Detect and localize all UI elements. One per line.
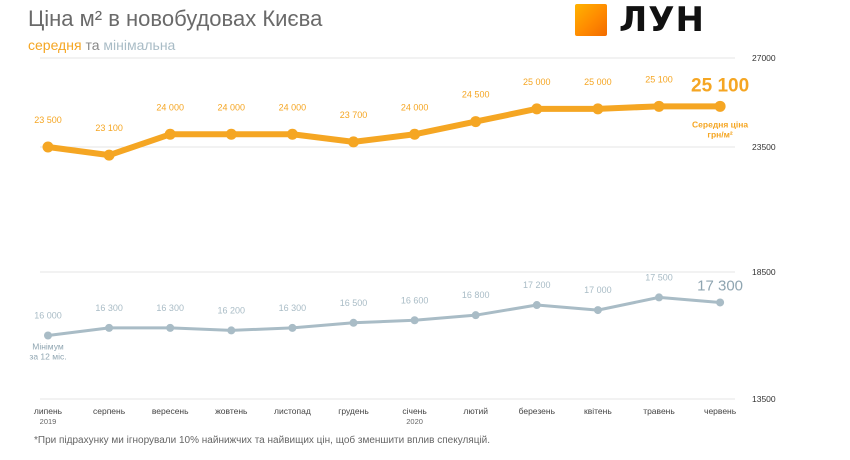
average-data-label: 23 700 [340, 110, 368, 120]
average-data-label: 24 000 [218, 102, 246, 112]
average-series-label: Середня ціна [692, 119, 748, 129]
average-data-label: 23 500 [34, 115, 62, 125]
average-point [531, 103, 543, 115]
x-tick-sublabel: 2019 [40, 417, 57, 426]
subtitle-and: та [85, 37, 100, 53]
minimum-data-label: 17 500 [645, 272, 673, 282]
minimum-data-label: 16 000 [34, 311, 62, 321]
x-tick-label: липень [34, 406, 63, 416]
x-tick-sublabel: 2020 [406, 417, 423, 426]
minimum-series-sublabel: за 12 міс. [29, 352, 66, 362]
average-point [348, 136, 359, 148]
average-point [714, 100, 726, 112]
chart-subtitle: середня та мінімальна [28, 37, 175, 53]
minimum-data-label: 17 000 [584, 285, 612, 295]
x-tick-label: травень [643, 406, 675, 416]
average-data-label: 24 000 [279, 102, 307, 112]
x-tick-label: вересень [152, 406, 189, 416]
x-tick-label: листопад [274, 406, 311, 416]
average-data-label: 24 500 [462, 90, 490, 100]
minimum-point [410, 316, 419, 325]
average-point [103, 149, 115, 161]
average-data-label: 25 000 [584, 77, 612, 87]
minimum-point [288, 323, 297, 332]
minimum-point [655, 293, 663, 302]
subtitle-minimum: мінімальна [103, 37, 176, 53]
x-tick-label: серпень [93, 406, 126, 416]
average-point [286, 128, 298, 140]
average-point [409, 128, 421, 140]
minimum-data-label: 16 300 [95, 303, 123, 313]
x-tick-label: березень [519, 406, 556, 416]
minimum-data-label: 17 200 [523, 280, 551, 290]
minimum-point [716, 298, 725, 307]
minimum-point [166, 323, 175, 332]
y-tick-label: 13500 [752, 394, 776, 404]
average-point [592, 103, 604, 115]
x-tick-label: червень [704, 406, 737, 416]
average-point [42, 141, 54, 153]
y-tick-label: 27000 [752, 53, 776, 63]
average-series-unit: грн/м² [707, 129, 733, 139]
subtitle-average: середня [28, 37, 82, 53]
average-data-label: 24 000 [401, 102, 429, 112]
average-data-label: 24 000 [156, 102, 184, 112]
minimum-data-label: 16 300 [156, 303, 184, 313]
y-tick-label: 23500 [752, 142, 776, 152]
minimum-data-label: 16 800 [462, 290, 490, 300]
minimum-point [471, 311, 480, 320]
x-tick-label: жовтень [215, 406, 248, 416]
minimum-series-label: Мінімум [32, 342, 64, 352]
average-point [225, 128, 237, 140]
minimum-final-label: 17 300 [697, 277, 743, 294]
minimum-price-line [46, 295, 722, 337]
average-point [164, 128, 176, 140]
minimum-point [349, 318, 358, 327]
average-data-label: 25 100 [645, 74, 673, 84]
minimum-data-label: 16 300 [279, 303, 307, 313]
average-point [470, 116, 482, 128]
footnote: *При підрахунку ми ігнорували 10% найниж… [34, 435, 491, 446]
average-data-label: 23 100 [95, 123, 123, 133]
lun-logo-icon [575, 4, 607, 36]
lun-logo-text: ЛУН [619, 0, 705, 40]
average-final-label: 25 100 [691, 75, 749, 96]
average-price-line [45, 103, 724, 159]
x-tick-label: січень [402, 406, 427, 416]
minimum-data-label: 16 500 [340, 298, 368, 308]
x-tick-label: лютий [463, 406, 488, 416]
x-tick-label: квітень [584, 406, 612, 416]
minimum-data-label: 16 600 [401, 295, 429, 305]
lun-logo: ЛУН [575, 3, 705, 37]
average-point [653, 100, 665, 112]
minimum-point [227, 326, 236, 335]
y-tick-label: 18500 [752, 267, 776, 277]
minimum-point [593, 306, 602, 315]
minimum-point [44, 331, 52, 340]
x-tick-label: грудень [338, 406, 369, 416]
minimum-point [532, 301, 541, 310]
chart-title: Ціна м² в новобудовах Києва [28, 6, 323, 31]
minimum-data-label: 16 200 [218, 305, 246, 315]
average-data-label: 25 000 [523, 77, 551, 87]
minimum-point [105, 323, 114, 332]
